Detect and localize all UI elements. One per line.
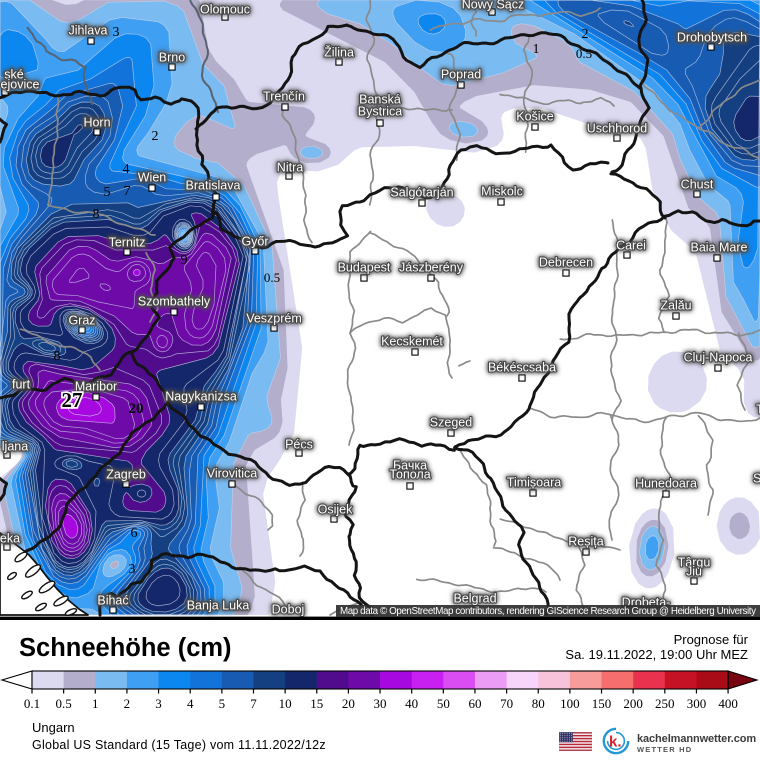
svg-text:6: 6 bbox=[131, 526, 138, 541]
svg-text:Olomouc: Olomouc bbox=[200, 3, 250, 17]
svg-text:Belgrad: Belgrad bbox=[453, 592, 496, 606]
svg-text:Baia Mare: Baia Mare bbox=[691, 241, 748, 255]
svg-text:4: 4 bbox=[123, 162, 130, 177]
svg-text:1: 1 bbox=[533, 42, 540, 57]
svg-text:2: 2 bbox=[152, 129, 159, 144]
svg-text:Veszprém: Veszprém bbox=[246, 312, 302, 326]
svg-text:Graz: Graz bbox=[68, 314, 95, 328]
svg-text:Nitra: Nitra bbox=[277, 161, 303, 175]
svg-text:Carei: Carei bbox=[616, 239, 646, 253]
svg-text:Ternitz: Ternitz bbox=[109, 236, 146, 250]
svg-text:2: 2 bbox=[582, 27, 589, 42]
svg-text:ské: ské bbox=[4, 68, 24, 82]
svg-text:Uschhorod: Uschhorod bbox=[587, 122, 647, 136]
svg-text:Timișoara: Timișoara bbox=[507, 476, 561, 490]
svg-text:0.5: 0.5 bbox=[576, 46, 592, 61]
svg-text:Cluj-Napoca: Cluj-Napoca bbox=[684, 351, 753, 365]
svg-text:Бачка: Бачка bbox=[393, 459, 427, 473]
svg-text:furt: furt bbox=[12, 378, 31, 392]
svg-text:Топола: Топола bbox=[389, 468, 430, 482]
svg-text:eka: eka bbox=[0, 532, 20, 546]
svg-text:Târgu: Târgu bbox=[678, 556, 711, 570]
svg-text:3: 3 bbox=[113, 25, 120, 40]
svg-text:Zalău: Zalău bbox=[660, 299, 691, 313]
svg-text:8: 8 bbox=[93, 207, 100, 222]
svg-text:Salgótarján: Salgótarján bbox=[390, 186, 453, 200]
svg-text:Pécs: Pécs bbox=[285, 438, 313, 452]
svg-text:Szombathely: Szombathely bbox=[138, 295, 211, 309]
svg-text:Poprad: Poprad bbox=[441, 68, 481, 82]
svg-text:Bratislava: Bratislava bbox=[186, 179, 241, 193]
svg-text:Maribor: Maribor bbox=[75, 380, 117, 394]
svg-text:Osijek: Osijek bbox=[318, 503, 353, 517]
svg-text:Trenčín: Trenčín bbox=[263, 90, 305, 104]
svg-text:0.5: 0.5 bbox=[264, 270, 280, 285]
svg-text:Map data © OpenStreetMap contr: Map data © OpenStreetMap contributors, r… bbox=[340, 606, 756, 617]
svg-text:Brno: Brno bbox=[159, 51, 185, 65]
svg-text:Târgu: Târgu bbox=[756, 403, 760, 417]
svg-text:Szeged: Szeged bbox=[430, 416, 472, 430]
svg-text:Győr: Győr bbox=[241, 235, 268, 249]
svg-text:Virovitica: Virovitica bbox=[207, 467, 258, 481]
svg-text:Bystrica: Bystrica bbox=[358, 105, 403, 119]
svg-text:20: 20 bbox=[129, 401, 144, 417]
svg-text:Miskolc: Miskolc bbox=[481, 185, 523, 199]
svg-text:3: 3 bbox=[129, 562, 136, 577]
svg-text:Nowy Sącz: Nowy Sącz bbox=[462, 0, 525, 12]
svg-text:Doboj: Doboj bbox=[272, 603, 305, 617]
svg-text:Košice: Košice bbox=[516, 110, 554, 124]
svg-text:k.: k. bbox=[609, 734, 622, 751]
svg-text:Banská: Banská bbox=[359, 93, 401, 107]
svg-text:Kecskemét: Kecskemét bbox=[381, 335, 443, 349]
svg-text:Jászberény: Jászberény bbox=[399, 261, 464, 275]
svg-text:9: 9 bbox=[181, 253, 188, 268]
svg-text:8: 8 bbox=[54, 349, 61, 364]
svg-text:Reșița: Reșița bbox=[568, 535, 603, 549]
svg-text:Bihać: Bihać bbox=[97, 594, 128, 608]
svg-text:7: 7 bbox=[124, 184, 131, 199]
svg-text:Hunedoara: Hunedoara bbox=[635, 477, 697, 491]
svg-text:Žilina: Žilina bbox=[324, 45, 354, 60]
svg-text:ljana: ljana bbox=[2, 440, 28, 454]
svg-text:Chust: Chust bbox=[681, 178, 714, 192]
svg-text:Jihlava: Jihlava bbox=[69, 24, 108, 38]
svg-text:Horn: Horn bbox=[83, 116, 110, 130]
svg-text:Békéscsaba: Békéscsaba bbox=[488, 361, 556, 375]
svg-text:Banja Luka: Banja Luka bbox=[187, 599, 250, 613]
svg-text:Zagreb: Zagreb bbox=[106, 468, 146, 482]
svg-text:27: 27 bbox=[62, 388, 83, 412]
svg-text:ejovice: ejovice bbox=[1, 78, 40, 92]
svg-text:5: 5 bbox=[104, 185, 111, 200]
svg-text:Wien: Wien bbox=[138, 171, 167, 185]
svg-text:Jiu: Jiu bbox=[686, 565, 702, 579]
svg-text:Nagykanizsa: Nagykanizsa bbox=[165, 390, 237, 404]
svg-text:Debrecen: Debrecen bbox=[539, 256, 593, 270]
svg-text:Sib: Sib bbox=[753, 472, 760, 486]
svg-text:Budapest: Budapest bbox=[338, 261, 391, 275]
svg-text:Drohobytsch: Drohobytsch bbox=[677, 31, 747, 45]
